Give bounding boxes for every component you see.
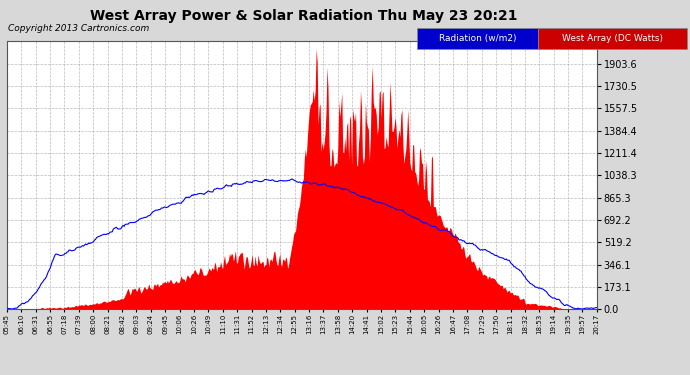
Text: West Array (DC Watts): West Array (DC Watts) [562,34,663,43]
Text: Radiation (w/m2): Radiation (w/m2) [439,34,517,43]
Text: Copyright 2013 Cartronics.com: Copyright 2013 Cartronics.com [8,24,150,33]
Text: West Array Power & Solar Radiation Thu May 23 20:21: West Array Power & Solar Radiation Thu M… [90,9,518,23]
